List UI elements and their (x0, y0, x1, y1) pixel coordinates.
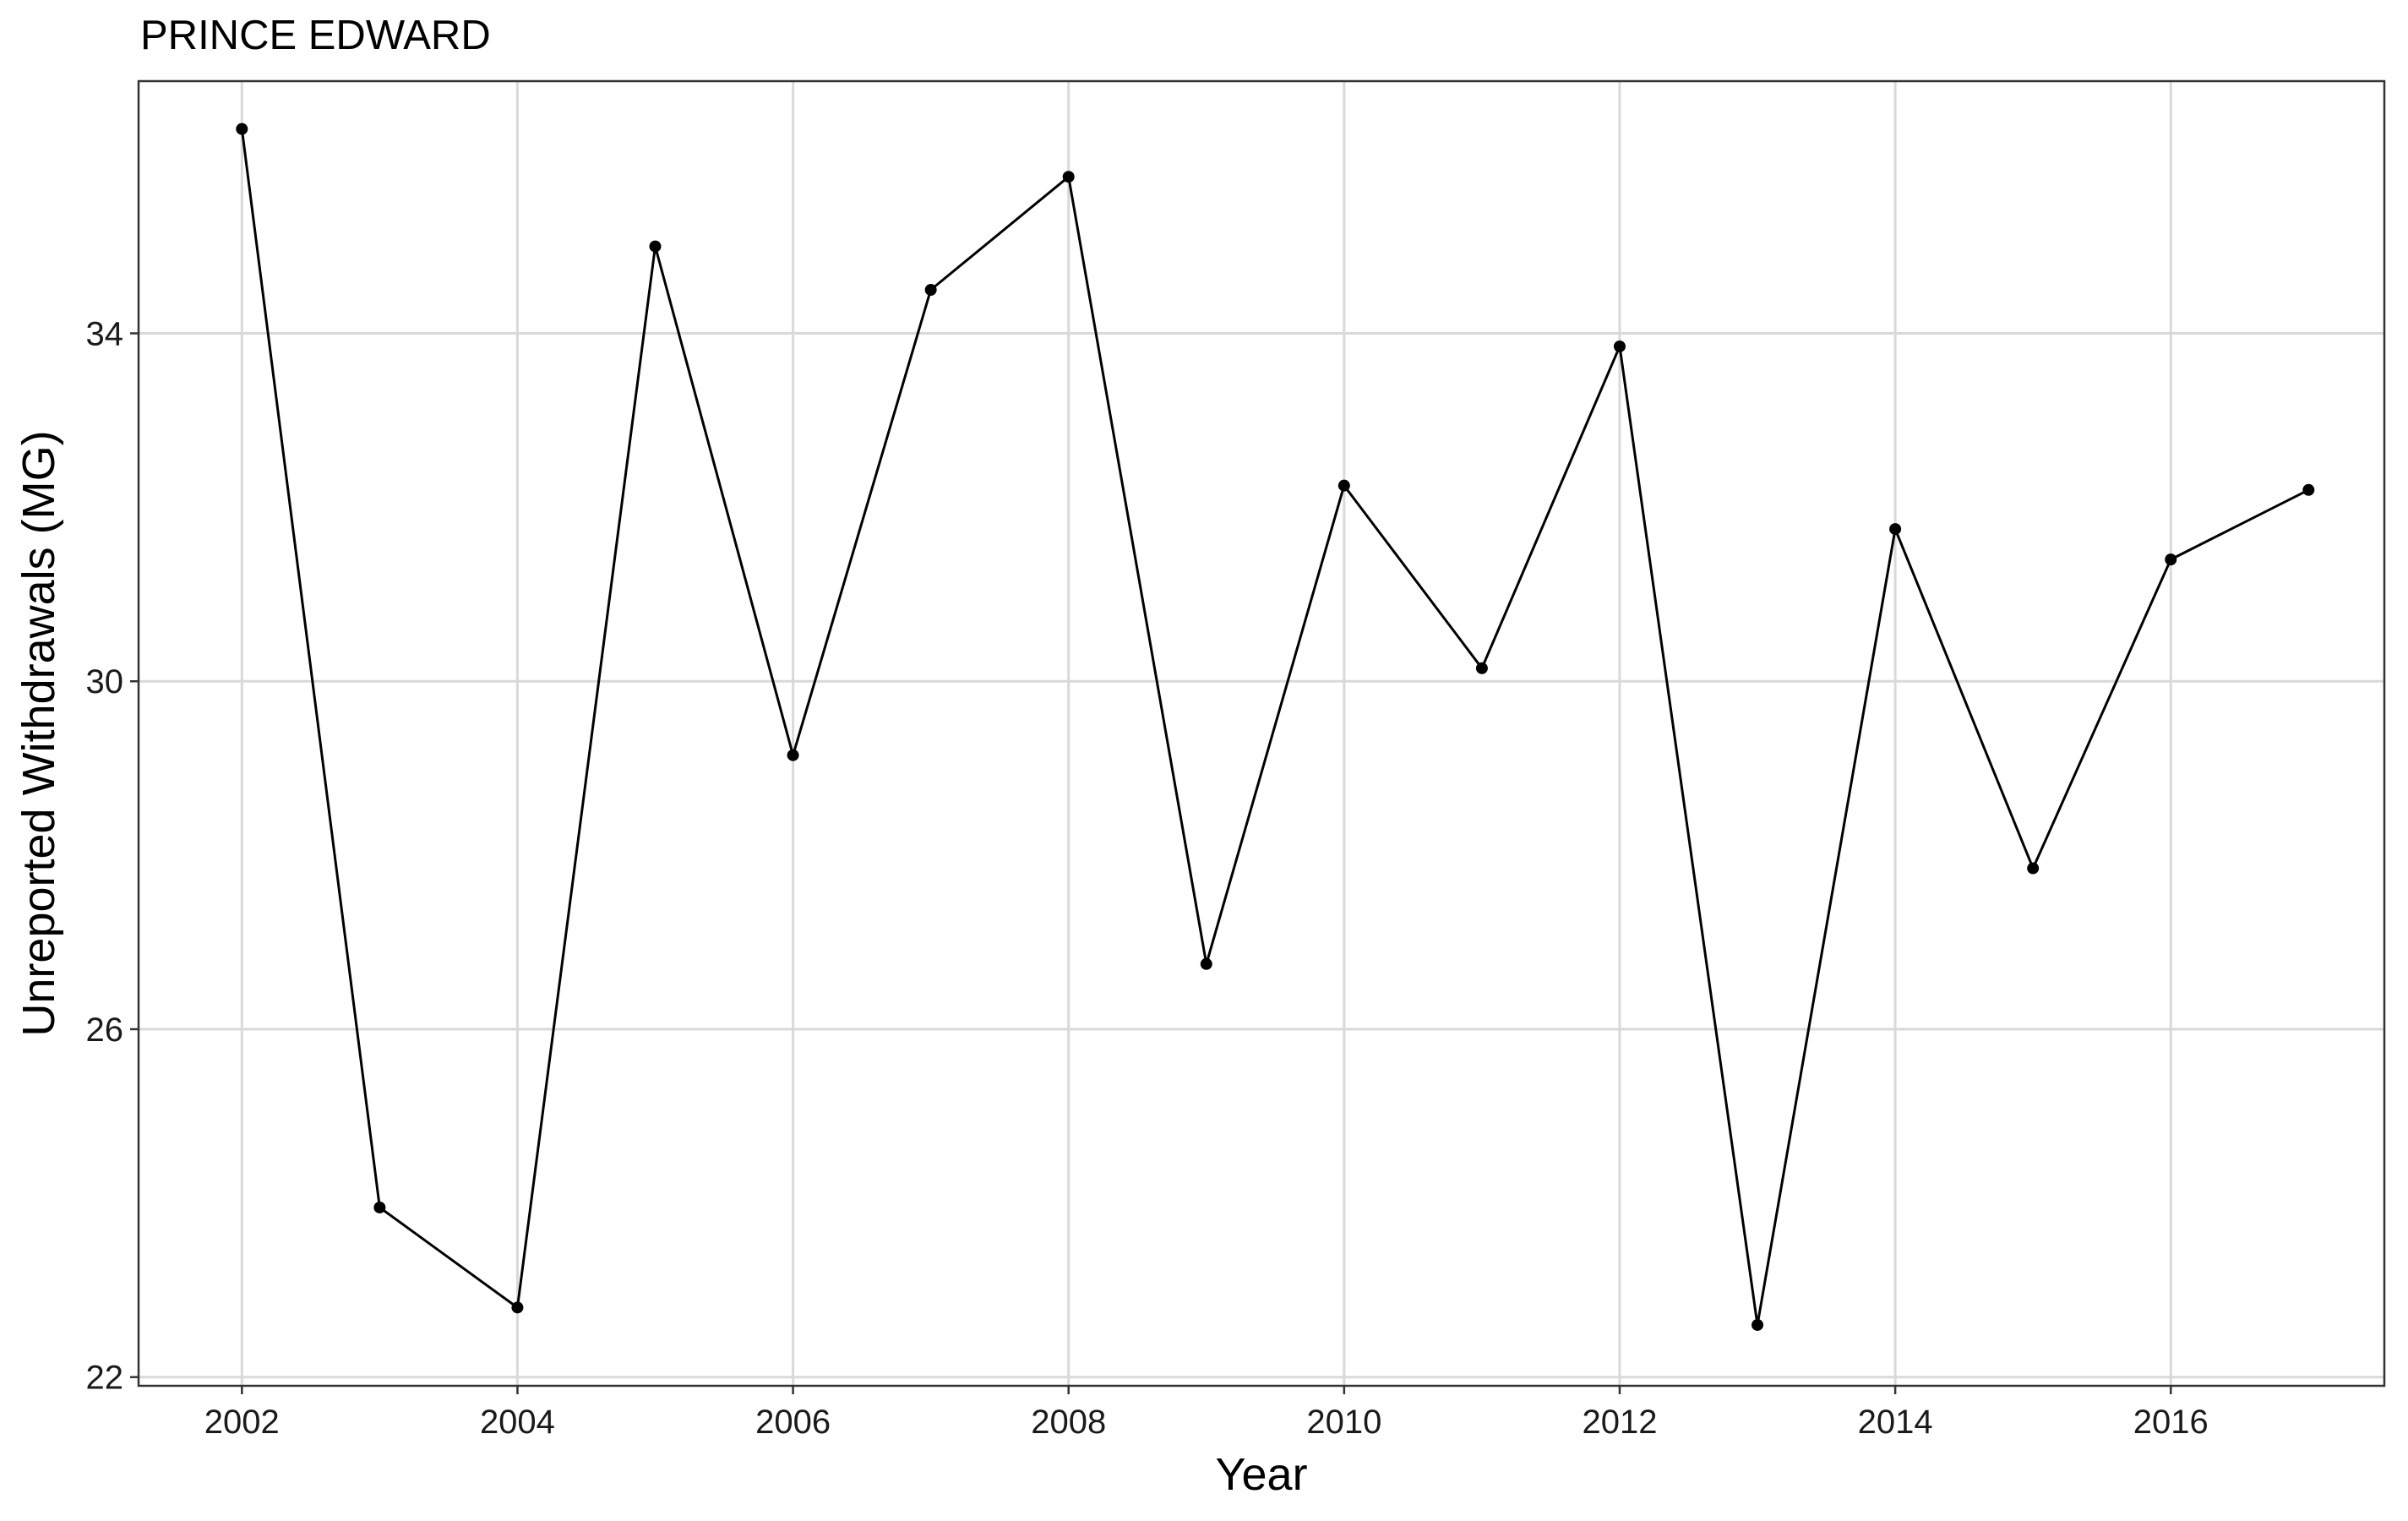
y-tick-label: 22 (86, 1360, 124, 1397)
x-tick-label: 2014 (1858, 1404, 1933, 1441)
data-point (2027, 862, 2040, 875)
x-tick-label: 2016 (2133, 1404, 2209, 1441)
y-tick-label: 34 (86, 316, 124, 353)
data-point (649, 240, 662, 253)
data-point (1475, 662, 1488, 674)
x-axis-ticks: 2002 2004 2006 2008 2010 2012 2014 2016 (204, 1386, 2209, 1441)
data-point (1889, 523, 1902, 536)
y-axis-ticks: 22 26 30 34 (86, 316, 139, 1397)
data-point (236, 123, 248, 135)
data-point (787, 749, 799, 761)
data-point (924, 284, 937, 297)
series-points (236, 123, 2315, 1331)
chart-title: PRINCE EDWARD (140, 13, 491, 58)
x-tick-label: 2006 (755, 1404, 831, 1441)
panel-border (137, 79, 2386, 1387)
y-tick-label: 26 (86, 1011, 124, 1049)
data-line (240, 128, 2309, 1327)
data-point (1752, 1318, 1764, 1331)
series-line (240, 128, 2309, 1327)
data-point (1062, 171, 1075, 183)
x-tick-label: 2004 (480, 1404, 555, 1441)
x-tick-label: 2002 (204, 1404, 280, 1441)
x-axis-title: Year (1215, 1449, 1307, 1500)
grid-lines (139, 81, 2384, 1386)
data-point (1337, 479, 1350, 492)
y-tick-label: 30 (86, 663, 124, 701)
data-point (2165, 553, 2177, 566)
data-point (511, 1301, 524, 1314)
data-point (373, 1201, 386, 1213)
x-tick-label: 2012 (1582, 1404, 1657, 1441)
x-tick-label: 2008 (1031, 1404, 1106, 1441)
data-point (2302, 483, 2315, 496)
data-point (1613, 340, 1626, 352)
data-point (1200, 957, 1212, 970)
x-tick-label: 2010 (1306, 1404, 1381, 1441)
y-axis-title: Unreported Withdrawals (MG) (14, 430, 64, 1036)
